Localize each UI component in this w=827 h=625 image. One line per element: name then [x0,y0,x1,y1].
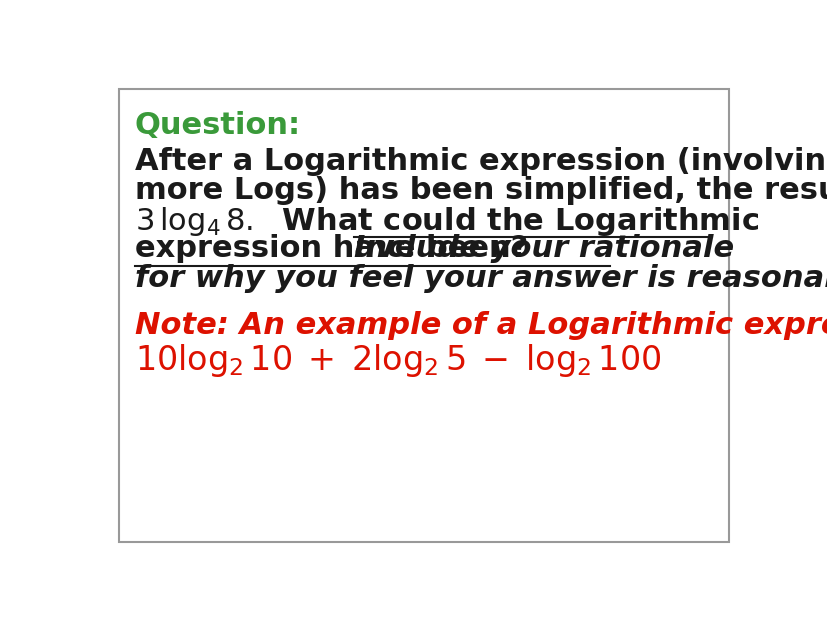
Text: expression have been?: expression have been? [135,234,538,263]
Text: Question:: Question: [135,111,300,140]
Text: more Logs) has been simplified, the result is: more Logs) has been simplified, the resu… [135,176,827,205]
Text: for why you feel your answer is reasonable.: for why you feel your answer is reasonab… [135,264,827,292]
Text: Include your rationale: Include your rationale [353,234,733,263]
FancyBboxPatch shape [119,89,729,542]
Text: $3\,\log_4 8.$  What could the Logarithmic: $3\,\log_4 8.$ What could the Logarithmi… [135,205,758,238]
Text: After a Logarithmic expression (involving 3 or: After a Logarithmic expression (involvin… [135,147,827,176]
Text: $10\log_2 10\;+\;2\log_2 5\;-\;\log_2 100$: $10\log_2 10\;+\;2\log_2 5\;-\;\log_2 10… [135,342,660,379]
Text: Note: An example of a Logarithmic expression is: Note: An example of a Logarithmic expres… [135,311,827,341]
